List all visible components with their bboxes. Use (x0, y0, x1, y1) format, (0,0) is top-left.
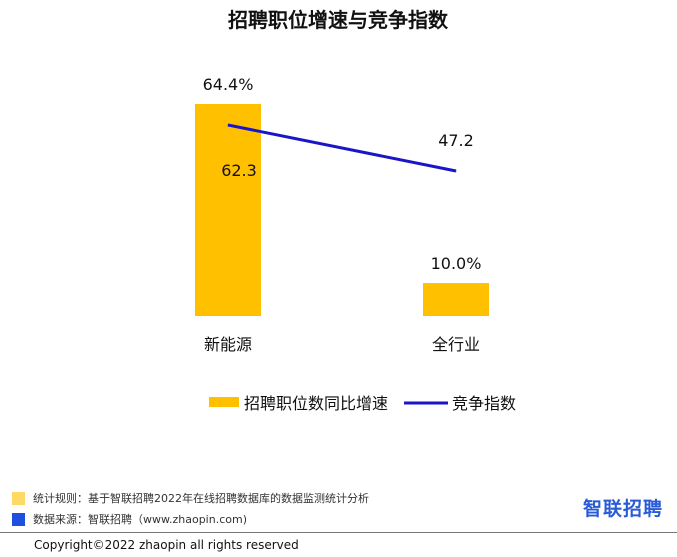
line-label-1: 47.2 (438, 131, 474, 150)
legend-bar-swatch (209, 397, 239, 407)
footer-divider (0, 532, 677, 533)
zhaopin-logo: 智联招聘 (582, 498, 663, 520)
chart-legend: 招聘职位数同比增速 竞争指数 (209, 394, 516, 413)
bar-label-1: 10.0% (431, 254, 482, 273)
bar-1 (423, 283, 489, 316)
chart-marks: 64.4% 新能源 10.0% 全行业 62.3 47.2 (195, 75, 489, 354)
note-rule-text: 统计规则：基于智联招聘2022年在线招聘数据库的数据监测统计分析 (33, 492, 369, 505)
note-source-text: 数据来源：智联招聘（www.zhaopin.com) (33, 513, 247, 526)
copyright-text: Copyright©2022 zhaopin all rights reserv… (34, 538, 299, 552)
chart-title: 招聘职位增速与竞争指数 (228, 8, 449, 32)
note-source: 数据来源：智联招聘（www.zhaopin.com) (12, 511, 247, 527)
note-rule-swatch (12, 491, 25, 505)
line-series (227, 123, 457, 173)
line-point-1 (455, 170, 457, 172)
line-point-0 (227, 124, 229, 126)
legend-line-label: 竞争指数 (452, 394, 516, 413)
legend-bar-label: 招聘职位数同比增速 (244, 394, 388, 413)
bar-label-0: 64.4% (203, 75, 254, 94)
note-rule: 统计规则：基于智联招聘2022年在线招聘数据库的数据监测统计分析 (12, 490, 369, 506)
note-source-swatch (12, 512, 25, 526)
category-label-1: 全行业 (432, 335, 480, 354)
chart: 招聘职位增速与竞争指数 64.4% 新能源 10.0% 全行业 62.3 47.2 招聘职… (195, 8, 516, 413)
bar-0 (195, 104, 261, 316)
category-label-0: 新能源 (204, 335, 252, 354)
line-label-0: 62.3 (221, 161, 257, 180)
